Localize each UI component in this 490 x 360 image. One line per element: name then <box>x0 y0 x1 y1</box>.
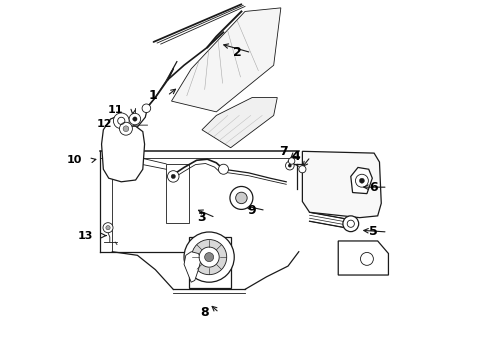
Polygon shape <box>172 8 281 112</box>
Circle shape <box>288 164 292 167</box>
Polygon shape <box>351 167 372 194</box>
Circle shape <box>113 113 129 129</box>
Circle shape <box>133 117 137 121</box>
Circle shape <box>106 226 110 230</box>
Circle shape <box>171 174 175 179</box>
Circle shape <box>123 126 129 132</box>
Circle shape <box>286 161 294 170</box>
Circle shape <box>343 216 359 231</box>
Circle shape <box>120 122 132 135</box>
Circle shape <box>103 223 113 233</box>
Text: 1: 1 <box>148 89 157 102</box>
Circle shape <box>184 232 234 282</box>
Polygon shape <box>190 237 231 288</box>
Circle shape <box>205 253 214 262</box>
Text: 9: 9 <box>247 204 256 217</box>
Text: 10: 10 <box>67 155 82 165</box>
Text: 5: 5 <box>369 225 378 238</box>
Polygon shape <box>101 116 145 182</box>
Circle shape <box>289 158 295 164</box>
Text: 6: 6 <box>369 181 378 194</box>
Circle shape <box>359 178 365 183</box>
Text: 13: 13 <box>77 231 93 240</box>
Circle shape <box>129 113 141 125</box>
Text: 2: 2 <box>233 46 242 59</box>
Circle shape <box>230 186 253 210</box>
Polygon shape <box>302 151 381 218</box>
Text: 3: 3 <box>197 211 205 224</box>
Circle shape <box>142 104 151 113</box>
Text: 4: 4 <box>292 150 300 163</box>
Text: 12: 12 <box>97 120 112 129</box>
Circle shape <box>199 247 219 267</box>
Polygon shape <box>338 241 389 275</box>
Circle shape <box>192 239 227 275</box>
Circle shape <box>299 166 306 173</box>
Circle shape <box>236 192 247 204</box>
Text: 11: 11 <box>108 105 123 115</box>
Text: 7: 7 <box>279 145 288 158</box>
Circle shape <box>168 171 179 182</box>
Circle shape <box>219 164 228 174</box>
Text: 8: 8 <box>200 306 209 319</box>
Polygon shape <box>184 252 201 282</box>
Polygon shape <box>202 98 277 148</box>
